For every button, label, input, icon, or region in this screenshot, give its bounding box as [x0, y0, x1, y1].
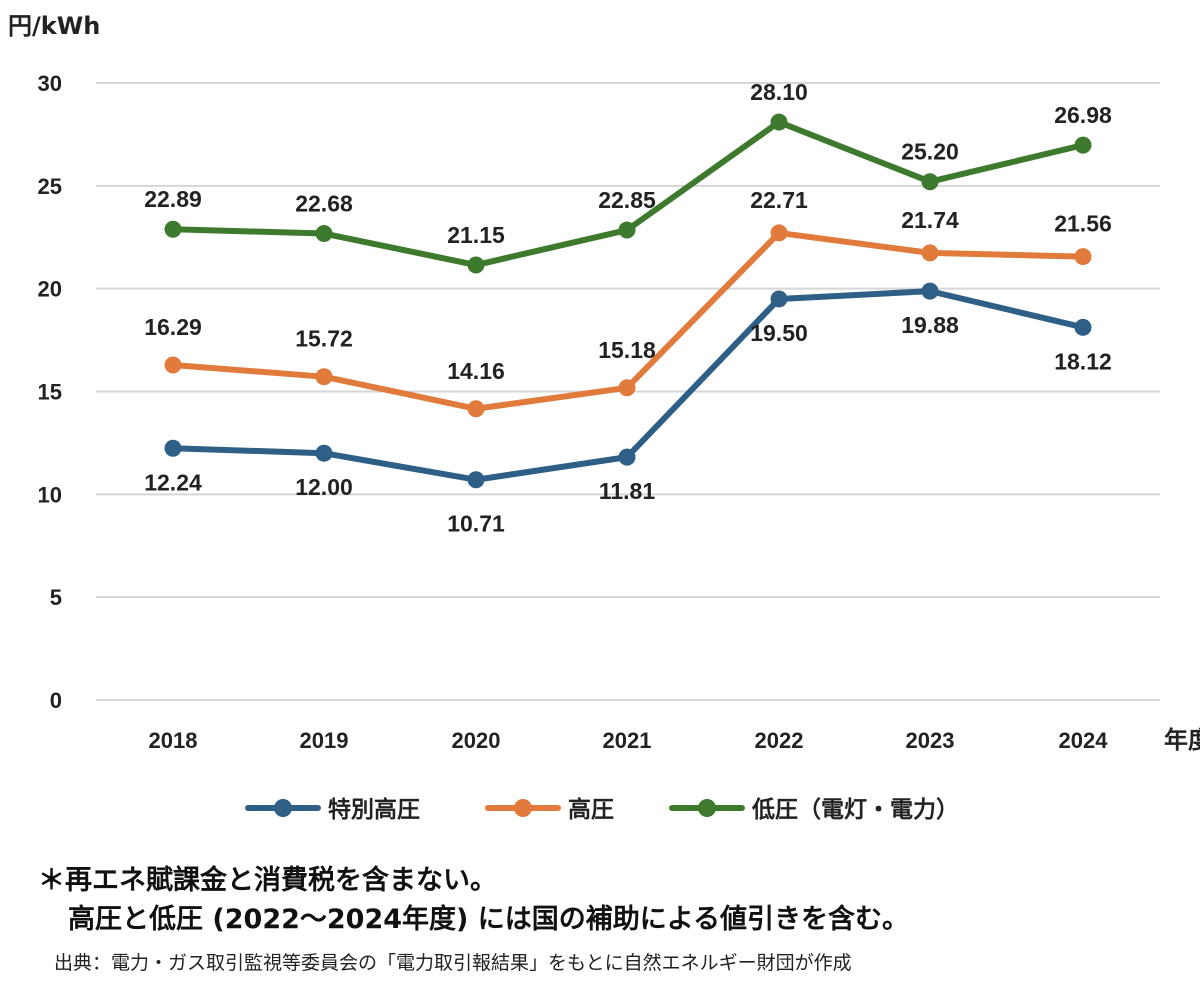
data-point: [315, 225, 333, 243]
data-point: [921, 282, 939, 300]
legend: 特別高圧 高圧 低圧（電灯・電力）: [245, 796, 959, 823]
data-point: [618, 221, 636, 239]
data-point: [467, 400, 485, 418]
legend-label: 高圧: [568, 796, 614, 823]
legend-swatch-marker: [274, 799, 292, 817]
y-tick-label: 5: [50, 585, 62, 610]
x-axis-unit-label: 年度: [1164, 726, 1200, 754]
x-tick-label: 2024: [1059, 728, 1109, 753]
data-label: 26.98: [1054, 102, 1112, 128]
legend-label: 特別高圧: [328, 796, 420, 823]
series-2: 22.89 22.68 21.15 22.85 28.10 25.20 26.98: [144, 79, 1112, 274]
data-point: [770, 224, 788, 242]
data-label: 22.68: [295, 191, 353, 217]
legend-item: 高圧: [485, 796, 614, 823]
data-label: 16.29: [144, 314, 202, 340]
y-axis-unit-label: 円/kWh: [8, 12, 100, 40]
data-point: [770, 113, 788, 131]
x-tick-label: 2018: [149, 728, 198, 753]
y-tick-label: 20: [38, 277, 62, 302]
x-tick-label: 2019: [300, 728, 349, 753]
x-tick-label: 2023: [906, 728, 955, 753]
legend-label: 低圧（電灯・電力）: [751, 796, 959, 823]
data-label: 11.81: [599, 478, 655, 504]
data-point: [467, 256, 485, 274]
y-tick-label: 30: [38, 71, 62, 96]
data-label: 22.89: [144, 186, 202, 212]
data-label: 21.74: [901, 207, 959, 233]
data-label: 18.12: [1054, 348, 1112, 374]
y-tick-label: 10: [38, 482, 62, 507]
data-point: [770, 290, 788, 308]
data-label: 15.18: [598, 337, 656, 363]
data-point: [1074, 136, 1092, 154]
data-point: [164, 439, 182, 457]
note-line-2: 高圧と低圧 (2022～2024年度) には国の補助による値引きを含む。: [68, 904, 909, 935]
y-tick-label: 0: [50, 688, 62, 713]
data-label: 28.10: [750, 79, 808, 105]
data-point: [618, 448, 636, 466]
note-line-1: ＊再エネ賦課金と消費税を含まない。: [38, 865, 497, 896]
data-label: 15.72: [295, 326, 353, 352]
data-label: 21.15: [447, 222, 505, 248]
line-chart: 0 5 10 15 20 25 30 2018 2019 2020 2021 2022 2023 202…: [8, 12, 1200, 823]
x-tick-label: 2022: [755, 728, 804, 753]
data-label: 12.00: [295, 474, 353, 500]
y-tick-label: 25: [38, 174, 62, 199]
data-label: 21.56: [1054, 211, 1112, 237]
x-axis-ticks: 2018 2019 2020 2021 2022 2023 2024: [149, 728, 1109, 753]
series-0: 12.24 12.00 10.71 11.81 19.50 19.88 18.12: [144, 282, 1112, 537]
data-point: [1074, 248, 1092, 266]
data-point: [315, 368, 333, 386]
data-label: 25.20: [901, 139, 959, 165]
data-label: 19.88: [901, 312, 959, 338]
data-point: [164, 356, 182, 374]
data-label: 22.71: [750, 187, 808, 213]
data-point: [1074, 318, 1092, 336]
source-credit: 出典：電力・ガス取引監視等委員会の「電力取引報結果」をもとに自然エネルギー財団が…: [54, 952, 852, 974]
data-point: [618, 379, 636, 397]
y-tick-label: 15: [38, 380, 62, 405]
data-point: [315, 444, 333, 462]
data-label: 12.24: [144, 469, 202, 495]
data-label: 10.71: [447, 511, 505, 537]
x-tick-label: 2021: [603, 728, 652, 753]
data-point: [921, 173, 939, 191]
legend-item: 低圧（電灯・電力）: [669, 796, 959, 823]
data-label: 22.85: [598, 187, 656, 213]
y-axis-ticks: 0 5 10 15 20 25 30: [38, 71, 62, 713]
legend-swatch-marker: [698, 799, 716, 817]
legend-item: 特別高圧: [245, 796, 420, 823]
data-point: [921, 244, 939, 262]
series-1: 16.29 15.72 14.16 15.18 22.71 21.74 21.56: [144, 187, 1112, 418]
gridlines: [96, 82, 1160, 701]
data-label: 19.50: [750, 320, 808, 346]
data-point: [467, 471, 485, 489]
legend-swatch-marker: [514, 799, 532, 817]
data-point: [164, 220, 182, 238]
data-label: 14.16: [447, 358, 505, 384]
x-tick-label: 2020: [452, 728, 501, 753]
